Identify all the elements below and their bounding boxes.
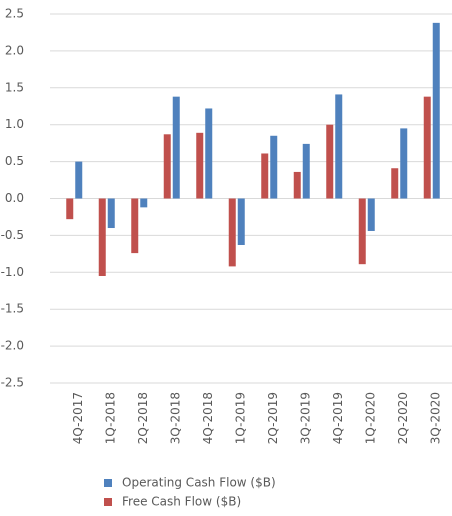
bar (107, 198, 115, 229)
x-tick-label: 3Q-2020 (428, 392, 442, 444)
bar (131, 198, 139, 254)
x-tick-label: 4Q-2017 (71, 392, 85, 444)
y-tick-label: -1.5 (1, 302, 24, 316)
bar (293, 171, 301, 199)
bar (196, 132, 204, 199)
bar (302, 143, 310, 199)
y-tick-label: 0.0 (5, 191, 24, 205)
bar (172, 96, 180, 199)
y-tick-label: 1.0 (5, 117, 24, 131)
x-tick-label: 3Q-2018 (168, 392, 182, 444)
bar (205, 108, 213, 199)
y-tick-label: -2.5 (1, 376, 24, 390)
x-tick-label: 4Q-2018 (201, 392, 215, 444)
bar (335, 94, 343, 199)
y-tick-label: 2.5 (5, 7, 24, 21)
x-tick-label: 2Q-2020 (396, 392, 410, 444)
legend-label: Operating Cash Flow ($B) (122, 476, 276, 490)
bar (98, 198, 106, 276)
bar (326, 124, 334, 199)
bar (237, 198, 245, 245)
bar (261, 153, 269, 199)
y-tick-label: -2.0 (1, 339, 24, 353)
bar (358, 198, 366, 265)
legend-swatch (104, 498, 112, 506)
y-tick-label: -1.0 (1, 265, 24, 279)
bar (432, 22, 440, 199)
x-tick-label: 1Q-2019 (233, 392, 247, 444)
x-tick-label: 1Q-2020 (363, 392, 377, 444)
bar (367, 198, 375, 231)
bar (400, 128, 408, 199)
y-tick-label: 0.5 (5, 154, 24, 168)
bar (270, 135, 278, 199)
y-tick-label: 1.5 (5, 80, 24, 94)
bar (228, 198, 236, 267)
bar (163, 134, 171, 199)
bar (140, 198, 148, 208)
bar (391, 168, 399, 199)
legend-label: Free Cash Flow ($B) (122, 495, 241, 509)
legend-swatch (104, 479, 112, 487)
x-tick-label: 2Q-2019 (266, 392, 280, 444)
bar (423, 96, 431, 199)
bar (75, 161, 83, 199)
x-tick-label: 3Q-2019 (298, 392, 312, 444)
bar (66, 198, 74, 220)
x-tick-label: 1Q-2018 (103, 392, 117, 444)
x-tick-label: 2Q-2018 (136, 392, 150, 444)
y-tick-label: -0.5 (1, 228, 24, 242)
x-tick-label: 4Q-2019 (331, 392, 345, 444)
y-tick-label: 2.0 (5, 43, 24, 57)
